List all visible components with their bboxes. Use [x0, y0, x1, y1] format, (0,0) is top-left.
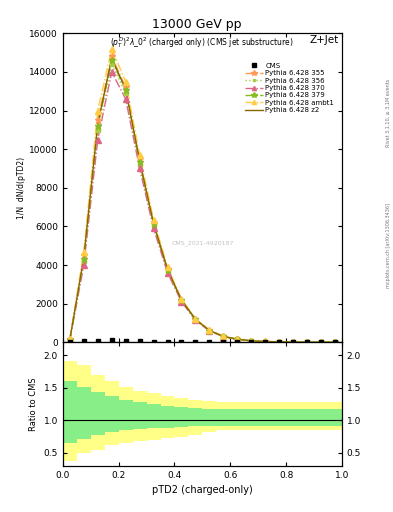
- CMS: [291, 339, 296, 345]
- Text: mcplots.cern.ch [arXiv:1306.3436]: mcplots.cern.ch [arXiv:1306.3436]: [386, 203, 391, 288]
- X-axis label: pTD2 (charged-only): pTD2 (charged-only): [152, 485, 253, 495]
- CMS: [81, 338, 86, 345]
- CMS: [95, 338, 100, 344]
- CMS: [277, 339, 281, 345]
- Text: 13000 GeV pp: 13000 GeV pp: [152, 18, 241, 31]
- CMS: [109, 337, 114, 344]
- CMS: [151, 338, 156, 345]
- CMS: [179, 339, 184, 345]
- Legend: CMS, Pythia 6.428 355, Pythia 6.428 356, Pythia 6.428 370, Pythia 6.428 379, Pyt: CMS, Pythia 6.428 355, Pythia 6.428 356,…: [244, 61, 336, 115]
- CMS: [319, 339, 323, 346]
- CMS: [235, 339, 240, 345]
- CMS: [137, 338, 142, 344]
- CMS: [249, 339, 253, 345]
- CMS: [165, 338, 170, 345]
- Text: Rivet 3.1.10, ≥ 3.1M events: Rivet 3.1.10, ≥ 3.1M events: [386, 78, 391, 147]
- CMS: [332, 339, 337, 346]
- Text: Z+Jet: Z+Jet: [310, 35, 339, 45]
- CMS: [123, 338, 128, 344]
- Y-axis label: Ratio to CMS: Ratio to CMS: [29, 377, 38, 431]
- CMS: [193, 339, 198, 345]
- CMS: [221, 339, 226, 345]
- Line: CMS: CMS: [68, 338, 337, 345]
- Text: $(p_T^D)^2\lambda\_0^2$ (charged only) (CMS jet substructure): $(p_T^D)^2\lambda\_0^2$ (charged only) (…: [110, 35, 294, 50]
- CMS: [263, 339, 268, 345]
- CMS: [68, 338, 72, 345]
- Y-axis label: 1/N  dN/d(pTD2): 1/N dN/d(pTD2): [18, 157, 26, 219]
- Text: CMS_2021-4920187: CMS_2021-4920187: [171, 241, 233, 246]
- CMS: [207, 339, 212, 345]
- CMS: [305, 339, 309, 345]
